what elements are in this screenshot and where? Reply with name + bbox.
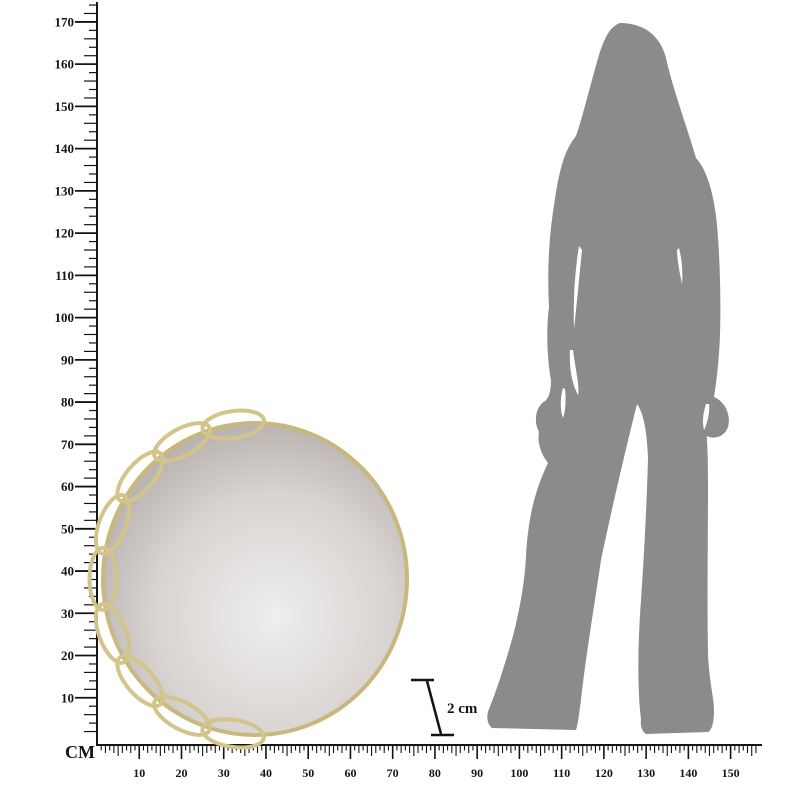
chain-loop — [200, 717, 266, 750]
vertical-ruler-number: 110 — [55, 268, 74, 283]
vertical-ruler-number: 170 — [55, 14, 75, 29]
vertical-ruler-number: 160 — [55, 57, 75, 72]
vertical-ruler-number: 10 — [61, 690, 74, 705]
vertical-ruler-number: 130 — [55, 183, 75, 198]
vertical-ruler-number: 60 — [61, 479, 74, 494]
horizontal-ruler-number: 70 — [387, 766, 399, 780]
vertical-ruler-number: 20 — [61, 648, 74, 663]
chain-loop — [200, 408, 267, 441]
vertical-ruler-number: 100 — [55, 310, 75, 325]
chain-loop — [93, 492, 132, 556]
horizontal-ruler-number: 120 — [595, 766, 613, 780]
mirror-chain-ornament — [87, 408, 267, 750]
vertical-ruler-labels: 10 20 30 40 50 60 70 80 90 100 110 120 130 140 150 160 1… — [55, 14, 75, 705]
horizontal-ruler-number: 50 — [302, 766, 314, 780]
chain-loop — [115, 449, 165, 504]
depth-marker-slant-line — [425, 680, 443, 735]
silhouette-arm-gaps — [560, 246, 710, 430]
chain-loop — [152, 421, 213, 464]
vertical-ruler-number: 70 — [61, 437, 74, 452]
person-silhouette — [487, 23, 729, 734]
vertical-ruler-number: 150 — [55, 99, 75, 114]
vertical-ruler: 10 20 30 40 50 60 70 80 90 100 110 120 130 140 150 160 1… — [55, 2, 98, 746]
horizontal-ruler-number: 20 — [175, 766, 187, 780]
vertical-ruler-number: 90 — [61, 352, 74, 367]
vertical-ruler-number: 30 — [61, 606, 74, 621]
horizontal-ruler-number: 130 — [637, 766, 655, 780]
chain-loop — [87, 545, 119, 612]
horizontal-ruler-number: 140 — [679, 766, 697, 780]
horizontal-ruler-number: 60 — [344, 766, 356, 780]
horizontal-ruler-number: 150 — [722, 766, 740, 780]
vertical-ruler-number: 120 — [55, 226, 75, 241]
vertical-ruler-number: 140 — [55, 141, 75, 156]
horizontal-ruler: 10 20 30 40 50 60 70 80 90 100 110 120 130 140 150 — [97, 744, 762, 780]
chain-loop — [115, 653, 165, 709]
person-silhouette-shape — [487, 23, 729, 734]
vertical-ruler-number: 40 — [61, 564, 74, 579]
horizontal-ruler-number: 80 — [429, 766, 441, 780]
horizontal-ruler-number: 100 — [510, 766, 528, 780]
horizontal-ruler-number: 10 — [133, 766, 145, 780]
depth-marker-label: 2 cm — [447, 701, 478, 717]
vertical-ruler-number: 50 — [61, 521, 74, 536]
mirror-product — [87, 408, 409, 750]
horizontal-ruler-number: 110 — [553, 766, 570, 780]
horizontal-ruler-labels: 10 20 30 40 50 60 70 80 90 100 110 120 130 140 150 — [133, 766, 739, 780]
vertical-ruler-ticks — [75, 4, 97, 733]
chain-loop — [93, 601, 132, 665]
horizontal-ruler-number: 90 — [471, 766, 483, 780]
ruler-unit-label: CM — [65, 742, 95, 762]
vertical-ruler-number: 80 — [61, 395, 74, 410]
chain-loop — [152, 694, 212, 737]
horizontal-ruler-number: 30 — [218, 766, 230, 780]
depth-marker — [411, 678, 454, 737]
horizontal-ruler-number: 40 — [260, 766, 272, 780]
horizontal-ruler-ticks — [100, 745, 757, 759]
mirror-frame-and-glass — [101, 421, 409, 737]
